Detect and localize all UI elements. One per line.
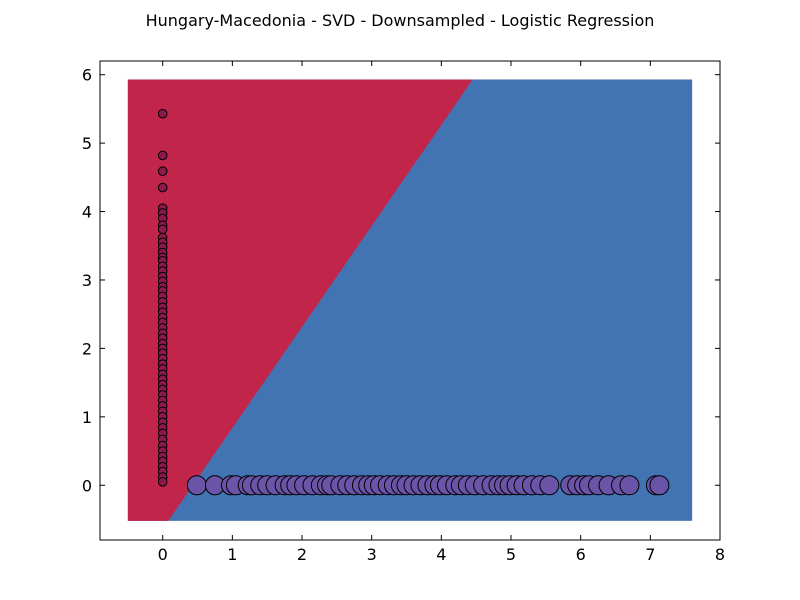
y-tick-label: 2 — [82, 339, 92, 358]
plot-area: 0 1 2 3 4 5 6 7 8 0 1 2 3 4 5 6 — [82, 60, 725, 564]
x-tick-label: 6 — [576, 545, 586, 564]
point-small — [157, 166, 168, 176]
point-small — [157, 108, 168, 119]
y-axis-ticks: 0 1 2 3 4 5 6 — [82, 66, 720, 495]
point-large — [186, 475, 207, 496]
point-large — [649, 475, 670, 496]
x-axis-ticks: 0 1 2 3 4 5 6 7 8 — [158, 61, 725, 564]
x-tick-label: 1 — [227, 545, 237, 564]
y-tick-label: 0 — [82, 476, 92, 495]
x-tick-label: 0 — [158, 545, 168, 564]
decision-regions — [127, 79, 693, 521]
point-small — [157, 150, 168, 161]
data-points — [157, 108, 670, 496]
region-left — [127, 79, 473, 521]
x-tick-label: 2 — [297, 545, 307, 564]
series-0 — [157, 108, 168, 487]
series-1 — [186, 475, 670, 496]
point-small — [157, 477, 168, 487]
y-tick-label: 5 — [82, 134, 92, 153]
y-tick-label: 4 — [82, 203, 92, 222]
point-small — [157, 182, 168, 193]
x-tick-label: 7 — [645, 545, 655, 564]
y-tick-label: 1 — [82, 408, 92, 427]
x-tick-label: 8 — [715, 545, 725, 564]
x-tick-label: 3 — [367, 545, 377, 564]
point-large — [619, 475, 640, 496]
y-tick-label: 3 — [82, 271, 92, 290]
chart-title: Hungary-Macedonia - SVD - Downsampled - … — [146, 11, 655, 30]
x-tick-label: 4 — [436, 545, 446, 564]
y-tick-label: 6 — [82, 66, 92, 85]
point-large — [539, 475, 560, 496]
point-small — [157, 224, 168, 235]
x-tick-label: 5 — [506, 545, 516, 564]
axes-frame — [99, 60, 721, 541]
